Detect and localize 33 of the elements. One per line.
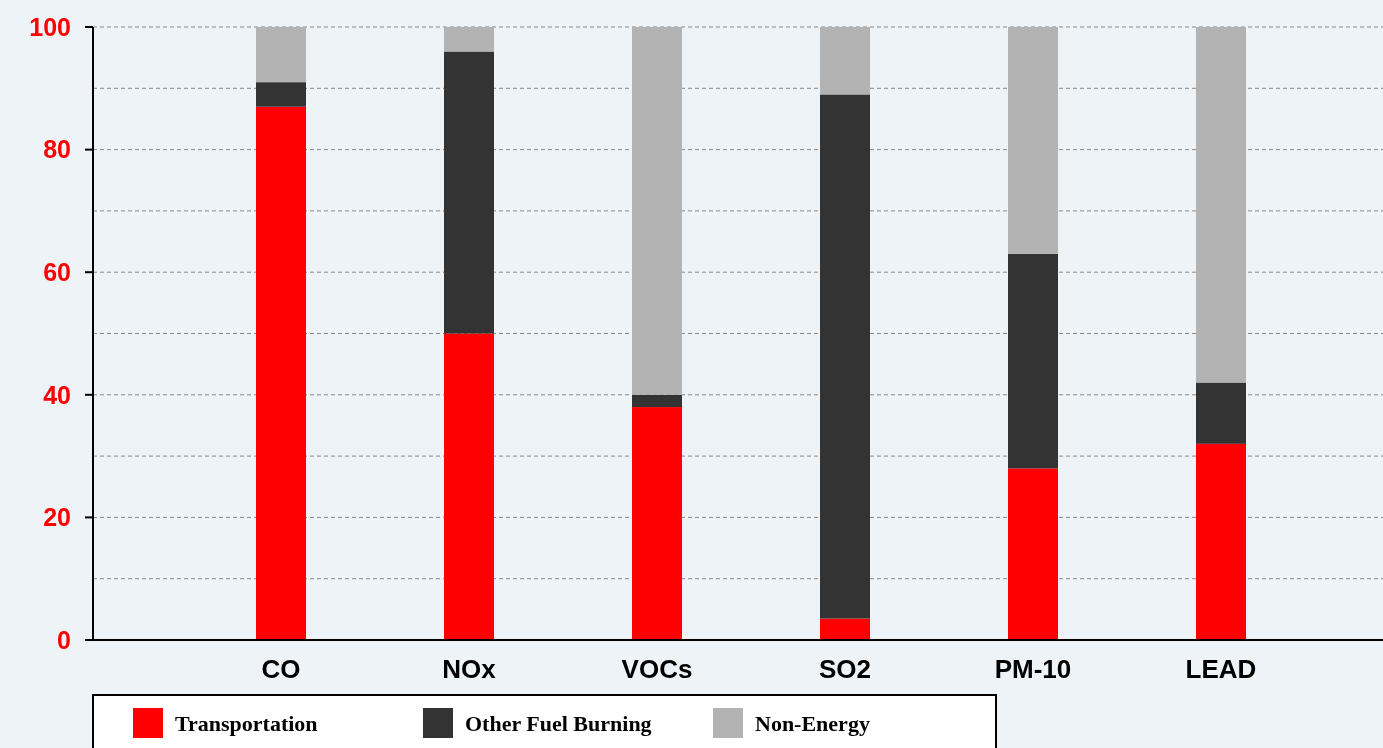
x-tick-label: VOCs [621,654,693,684]
y-tick-label: 40 [43,380,71,409]
x-tick-label: PM-10 [994,654,1072,684]
bar [1008,27,1058,254]
legend-label: Non-Energy [755,711,870,736]
x-tick-label: NOx [442,654,497,684]
bar [820,94,870,619]
y-tick-label: 60 [43,257,71,286]
bar [444,27,494,52]
bar [256,106,306,640]
bar [820,618,870,640]
bar [1196,443,1246,640]
y-tick-label: 20 [43,503,71,532]
bar [632,407,682,640]
y-tick-label: 0 [57,625,71,654]
x-tick-label: SO2 [818,654,872,684]
bar [256,82,306,107]
bar [256,27,306,83]
y-tick-label: 100 [29,12,71,41]
bar [444,333,494,640]
bar [1008,468,1058,640]
legend-label: Other Fuel Burning [465,711,652,736]
bar [444,51,494,334]
bar [1196,27,1246,383]
bar [632,394,682,408]
bar [820,27,870,95]
bar [632,27,682,395]
bar [1008,253,1058,469]
x-tick-label: LEAD [1185,654,1257,684]
bar [1196,382,1246,444]
y-tick-label: 80 [43,135,71,164]
legend-label: Transportation [175,711,318,736]
x-tick-label: CO [261,654,301,684]
